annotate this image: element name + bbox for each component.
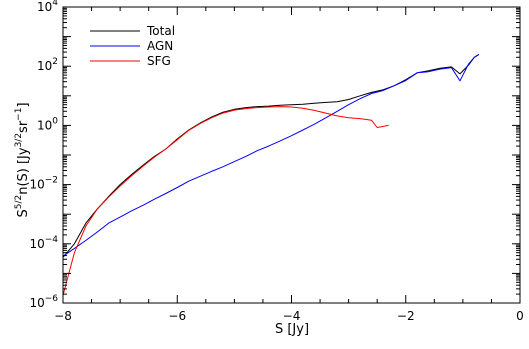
x-tick-label: −8	[54, 309, 72, 323]
legend-label-sfg: SFG	[147, 54, 171, 68]
y-tick-label: 10−2	[29, 176, 58, 192]
y-tick-label: 10−4	[29, 235, 58, 251]
y-axis-label: S5/2n(S) [Jy3/2sr−1]	[14, 102, 31, 217]
y-tick-label: 104	[37, 0, 58, 14]
series-line-agn	[62, 53, 480, 257]
series-line-sfg	[62, 106, 389, 296]
y-tick-label: 10−6	[29, 294, 58, 310]
legend-label-total: Total	[146, 24, 175, 38]
x-tick-label: −2	[397, 309, 415, 323]
x-tick-label: 0	[516, 309, 524, 323]
x-tick-label: −6	[168, 309, 186, 323]
legend-label-agn: AGN	[147, 39, 173, 53]
series-line-total	[62, 53, 480, 258]
y-tick-label: 100	[37, 116, 58, 132]
plot-lines	[62, 53, 480, 296]
plot-frame	[62, 6, 521, 304]
axes: −8 −6 −4 −2 0 10−6 10−4 10−2 100 102 104	[29, 0, 523, 323]
x-tick-label: −4	[283, 309, 301, 323]
y-tick-label: 102	[37, 57, 58, 73]
x-axis-label: S [Jy]	[275, 322, 309, 337]
